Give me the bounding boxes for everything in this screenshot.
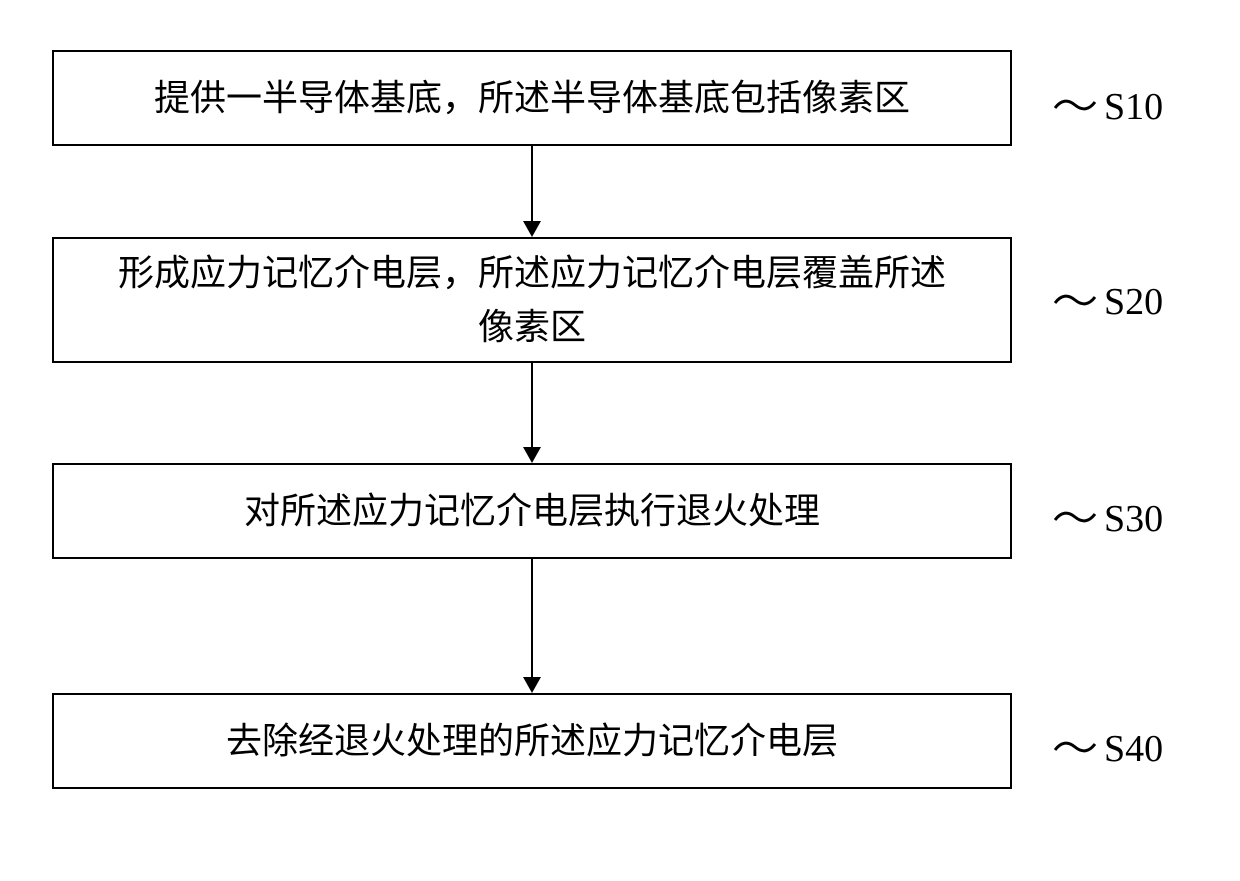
step-row-s20: 形成应力记忆介电层，所述应力记忆介电层覆盖所述 像素区 <box>52 237 1012 363</box>
tilde-icon <box>1054 738 1096 756</box>
step-text-s20-line1: 形成应力记忆介电层，所述应力记忆介电层覆盖所述 <box>118 246 946 300</box>
step-label-s30: S30 <box>1104 497 1163 541</box>
tilde-icon <box>1054 96 1096 114</box>
step-label-s20: S20 <box>1104 280 1163 324</box>
step-row-s40: 去除经退火处理的所述应力记忆介电层 <box>52 693 1012 789</box>
step-label-wrap-s40: S40 <box>1054 727 1163 771</box>
step-text-s40: 去除经退火处理的所述应力记忆介电层 <box>226 714 838 768</box>
step-box-s20: 形成应力记忆介电层，所述应力记忆介电层覆盖所述 像素区 <box>52 237 1012 363</box>
step-text-s20-line2: 像素区 <box>478 300 586 354</box>
arrow-s30-s40 <box>523 559 541 693</box>
tilde-icon <box>1054 291 1096 309</box>
step-box-s40: 去除经退火处理的所述应力记忆介电层 <box>52 693 1012 789</box>
step-row-s30: 对所述应力记忆介电层执行退火处理 <box>52 463 1012 559</box>
arrow-s10-s20 <box>523 146 541 237</box>
step-label-wrap-s30: S30 <box>1054 497 1163 541</box>
step-text-s30: 对所述应力记忆介电层执行退火处理 <box>244 484 820 538</box>
step-text-s10: 提供一半导体基底，所述半导体基底包括像素区 <box>154 71 910 125</box>
step-box-s30: 对所述应力记忆介电层执行退火处理 <box>52 463 1012 559</box>
step-label-s10: S10 <box>1104 85 1163 129</box>
arrow-s20-s30 <box>523 363 541 463</box>
step-label-wrap-s10: S10 <box>1054 85 1163 129</box>
step-box-s10: 提供一半导体基底，所述半导体基底包括像素区 <box>52 50 1012 146</box>
step-label-s40: S40 <box>1104 727 1163 771</box>
step-row-s10: 提供一半导体基底，所述半导体基底包括像素区 <box>52 50 1012 146</box>
tilde-icon <box>1054 508 1096 526</box>
step-label-wrap-s20: S20 <box>1054 280 1163 324</box>
flowchart-container: 提供一半导体基底，所述半导体基底包括像素区 S10 形成应力记忆介电层，所述应力… <box>0 0 1240 881</box>
